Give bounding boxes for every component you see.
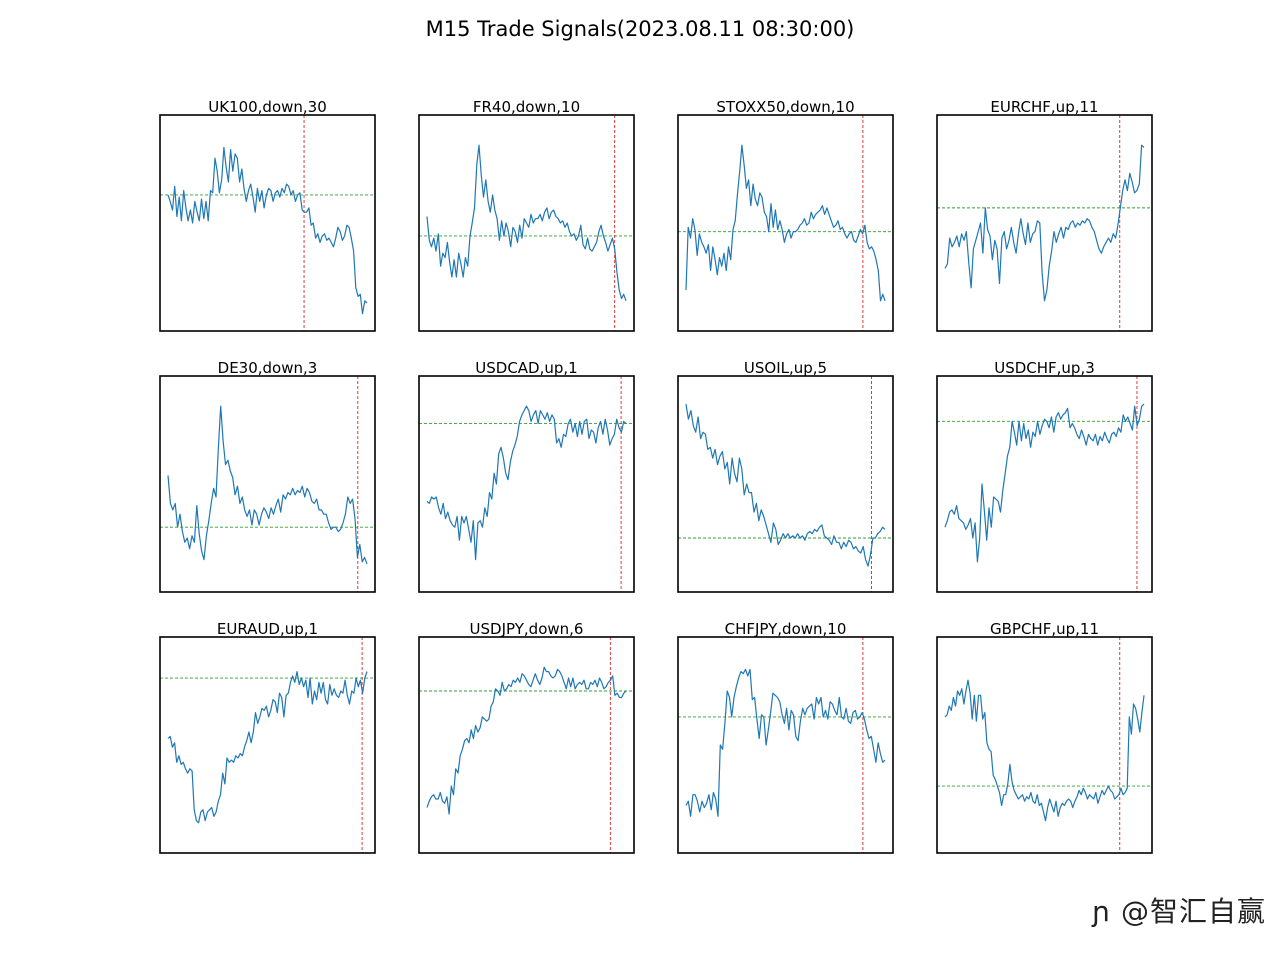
subplot-de30: DE30,down,3 xyxy=(159,359,376,593)
subplot-grid: UK100,down,30 FR40,down,10 STOXX50,down,10… xyxy=(159,98,1153,854)
subplot-stoxx50: STOXX50,down,10 xyxy=(677,98,894,332)
price-series-line xyxy=(944,144,1145,302)
subplot-usdjpy: USDJPY,down,6 xyxy=(418,620,635,854)
subplot-title: USDCHF,up,3 xyxy=(994,359,1095,377)
subplot-frame xyxy=(159,114,376,332)
subplot-title: EURAUD,up,1 xyxy=(217,620,318,638)
subplot-frame xyxy=(936,114,1153,332)
subplot-frame xyxy=(677,114,894,332)
subplot-title: USDCAD,up,1 xyxy=(475,359,577,377)
subplot-title: GBPCHF,up,11 xyxy=(990,620,1099,638)
subplot-title: STOXX50,down,10 xyxy=(716,98,854,116)
subplot-fr40: FR40,down,10 xyxy=(418,98,635,332)
price-series-line xyxy=(685,668,886,817)
subplot-title: EURCHF,up,11 xyxy=(990,98,1098,116)
subplot-frame xyxy=(159,375,376,593)
subplot-frame xyxy=(936,375,1153,593)
price-series-line xyxy=(167,146,368,315)
price-series-line xyxy=(944,403,1145,563)
price-series-line xyxy=(167,405,368,565)
subplot-title: USOIL,up,5 xyxy=(744,359,827,377)
price-series-line xyxy=(944,679,1145,822)
price-series-line xyxy=(685,144,886,302)
watermark: ɲ @智汇自赢 xyxy=(1092,895,1266,928)
price-series-line xyxy=(685,404,886,567)
subplot-frame xyxy=(418,114,635,332)
subplot-frame xyxy=(936,636,1153,854)
subplot-title: USDJPY,down,6 xyxy=(470,620,584,638)
subplot-title: CHFJPY,down,10 xyxy=(725,620,847,638)
subplot-title: UK100,down,30 xyxy=(208,98,327,116)
subplot-eurchf: EURCHF,up,11 xyxy=(936,98,1153,332)
subplot-title: DE30,down,3 xyxy=(218,359,318,377)
subplot-frame xyxy=(677,636,894,854)
price-series-line xyxy=(167,670,368,824)
price-series-line xyxy=(426,666,627,815)
subplot-title: FR40,down,10 xyxy=(473,98,580,116)
price-series-line xyxy=(426,144,627,302)
subplot-uk100: UK100,down,30 xyxy=(159,98,376,332)
subplot-usdcad: USDCAD,up,1 xyxy=(418,359,635,593)
subplot-usoil: USOIL,up,5 xyxy=(677,359,894,593)
subplot-frame xyxy=(418,375,635,593)
subplot-usdchf: USDCHF,up,3 xyxy=(936,359,1153,593)
subplot-frame xyxy=(159,636,376,854)
subplot-frame xyxy=(418,636,635,854)
subplot-gbpchf: GBPCHF,up,11 xyxy=(936,620,1153,854)
subplot-euraud: EURAUD,up,1 xyxy=(159,620,376,854)
price-series-line xyxy=(426,405,627,561)
subplot-frame xyxy=(677,375,894,593)
subplot-chfjpy: CHFJPY,down,10 xyxy=(677,620,894,854)
figure-title: M15 Trade Signals(2023.08.11 08:30:00) xyxy=(426,17,855,41)
